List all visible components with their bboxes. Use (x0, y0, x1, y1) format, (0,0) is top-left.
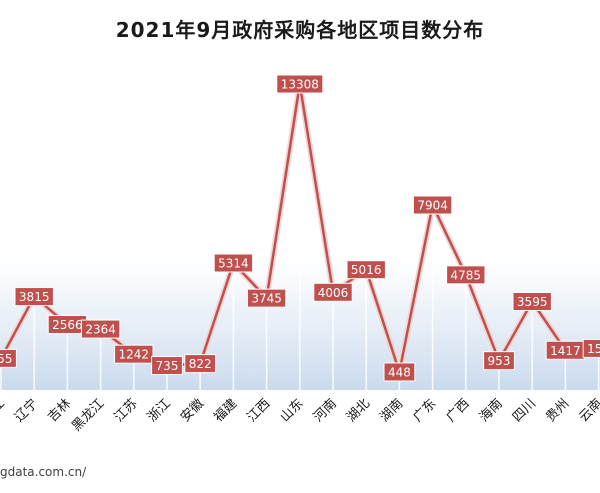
x-tick-label-11: 湖北 (344, 396, 373, 425)
data-label-text: 448 (388, 365, 411, 379)
data-label-text: 3595 (517, 295, 548, 309)
data-label-text: 4785 (451, 268, 482, 282)
x-tick-label-14: 广西 (444, 396, 473, 425)
data-label-0: 055 (0, 348, 17, 368)
data-label-text: 822 (189, 357, 212, 371)
data-label-8: 3745 (246, 288, 287, 308)
data-label-text: 3745 (251, 292, 282, 306)
data-label-15: 953 (483, 351, 515, 371)
data-label-text: 4006 (318, 286, 349, 300)
x-axis-tick-labels: 江辽宁 吉林黑龙江 江苏 浙江 安徽 福建 江西 山东 河南 湖北 湖南 广东 广西 海南 四川 贵州 云南 (0, 396, 600, 435)
x-tick-label-1: 辽宁 (11, 396, 41, 426)
x-tick-label-2: 吉林 (45, 396, 74, 425)
data-label-text: 1242 (119, 348, 150, 362)
data-label-box (213, 253, 254, 273)
x-tick-label-0: 江 (0, 396, 8, 416)
x-tick-label-4: 江苏 (111, 396, 141, 426)
data-label-3: 2364 (80, 319, 121, 339)
x-tick-label-3: 黑龙江 (69, 396, 107, 434)
x-tick-label-13: 广东 (410, 396, 439, 425)
data-label-box (184, 354, 217, 374)
data-label-text: 5314 (218, 257, 249, 271)
x-tick-label-15: 海南 (476, 396, 506, 426)
data-label-5: 735 (151, 356, 183, 376)
data-label-14: 4785 (446, 265, 486, 285)
x-tick-label-18: 云南 (576, 396, 600, 426)
data-label-box (14, 287, 54, 307)
data-label-box (246, 288, 287, 308)
data-label-box (512, 291, 552, 311)
data-label-text: 2566 (52, 318, 83, 332)
chart-title: 2021年9月政府采购各地区项目数分布 (115, 18, 485, 42)
data-label-18: 150 (582, 338, 600, 358)
data-label-box (446, 265, 486, 285)
x-tick-label-5: 浙江 (145, 396, 174, 425)
source-text: gdata.com.cn/ (0, 465, 87, 479)
data-label-text: 7904 (417, 199, 448, 213)
data-label-text: 735 (156, 359, 179, 373)
data-label-box (582, 338, 600, 358)
data-label-box (151, 356, 183, 376)
data-label-text: 3815 (19, 290, 50, 304)
data-label-17: 1417 (545, 340, 586, 360)
x-tick-label-6: 安徽 (178, 396, 207, 425)
data-label-box (346, 260, 386, 280)
data-label-2: 2566 (47, 315, 88, 335)
data-label-6: 822 (184, 354, 217, 374)
data-label-box (412, 195, 453, 215)
x-tick-label-10: 河南 (310, 396, 340, 426)
x-tick-label-9: 山东 (278, 396, 307, 425)
data-label-11: 5016 (346, 260, 386, 280)
data-label-box (0, 348, 17, 368)
data-label-box (483, 351, 515, 371)
x-tick-label-8: 江西 (244, 396, 273, 425)
data-label-box (313, 282, 353, 302)
data-label-16: 3595 (512, 291, 552, 311)
data-label-text: 13308 (281, 78, 319, 92)
data-label-text: 150 (587, 342, 600, 356)
data-label-box (114, 344, 154, 364)
data-label-text: 953 (488, 354, 511, 368)
x-tick-label-12: 湖南 (377, 396, 407, 426)
data-label-text: 5016 (351, 263, 382, 277)
data-label-box (276, 74, 324, 94)
x-tick-label-16: 四川 (510, 396, 539, 425)
data-label-text: 2364 (85, 323, 116, 337)
x-tick-label-17: 贵州 (543, 396, 572, 425)
data-label-1: 3815 (14, 287, 54, 307)
data-label-text: 055 (0, 352, 12, 366)
data-label-4: 1242 (114, 344, 154, 364)
data-label-text: 1417 (550, 344, 581, 358)
data-label-10: 4006 (313, 282, 353, 302)
data-label-9: 13308 (276, 74, 324, 94)
data-label-box (80, 319, 121, 339)
x-tick-label-7: 福建 (211, 396, 240, 425)
data-label-12: 448 (383, 362, 416, 382)
data-label-13: 7904 (412, 195, 453, 215)
data-label-box (383, 362, 416, 382)
data-label-7: 5314 (213, 253, 254, 273)
